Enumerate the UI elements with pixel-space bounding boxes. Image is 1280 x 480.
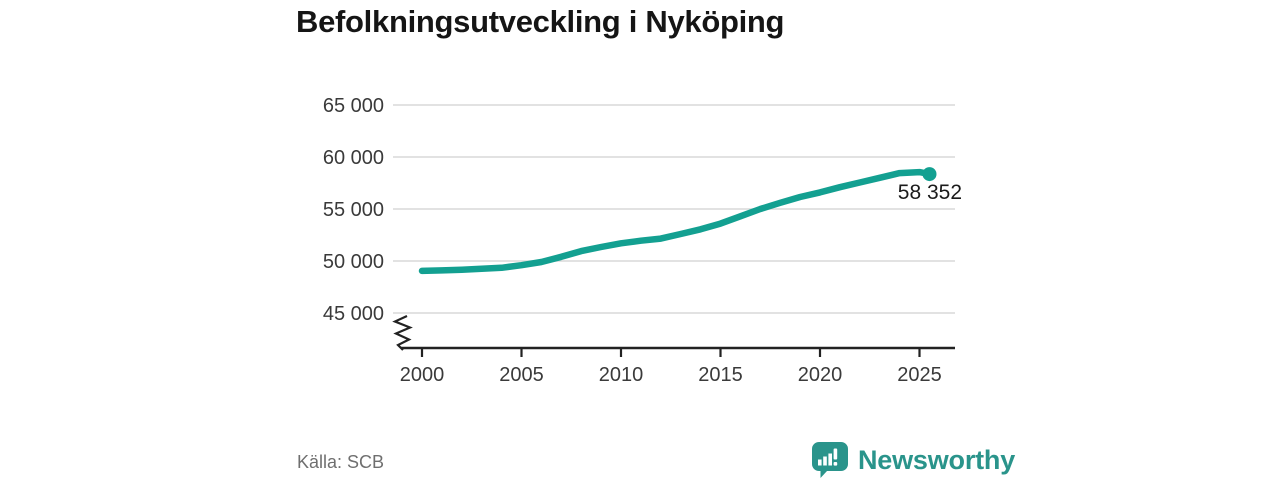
x-axis-tick-label: 2005: [499, 364, 544, 386]
population-line: [418, 168, 933, 275]
x-axis-tick-label: 2020: [798, 364, 843, 386]
latest-point-marker: [922, 167, 937, 182]
page-title: Befolkningsutveckling i Nyköping: [296, 4, 785, 39]
newsworthy-logo-text: Newsworthy: [858, 445, 1016, 475]
latest-value-label: 58 352: [898, 181, 962, 204]
bar-chart-glyph: [818, 448, 838, 466]
y-axis-tick-label: 50 000: [323, 251, 384, 273]
axis-break-icon: [392, 315, 413, 351]
y-axis-tick-label: 65 000: [323, 95, 384, 117]
bar-chart-speech-bubble-icon: [812, 442, 848, 478]
newsworthy-logo: Newsworthy: [810, 441, 1015, 479]
x-axis-tick-label: 2000: [400, 364, 445, 386]
x-axis-tick-label: 2025: [897, 364, 942, 386]
y-axis-tick-label: 55 000: [323, 199, 384, 221]
source-label: Källa: SCB: [297, 452, 385, 472]
x-axis-ticks: [420, 348, 921, 357]
y-axis-tick-label: 45 000: [323, 303, 384, 325]
x-axis-tick-label: 2015: [698, 364, 743, 386]
y-axis-tick-label: 60 000: [323, 147, 384, 169]
gridlines: [393, 104, 955, 314]
x-axis-tick-label: 2010: [599, 364, 644, 386]
